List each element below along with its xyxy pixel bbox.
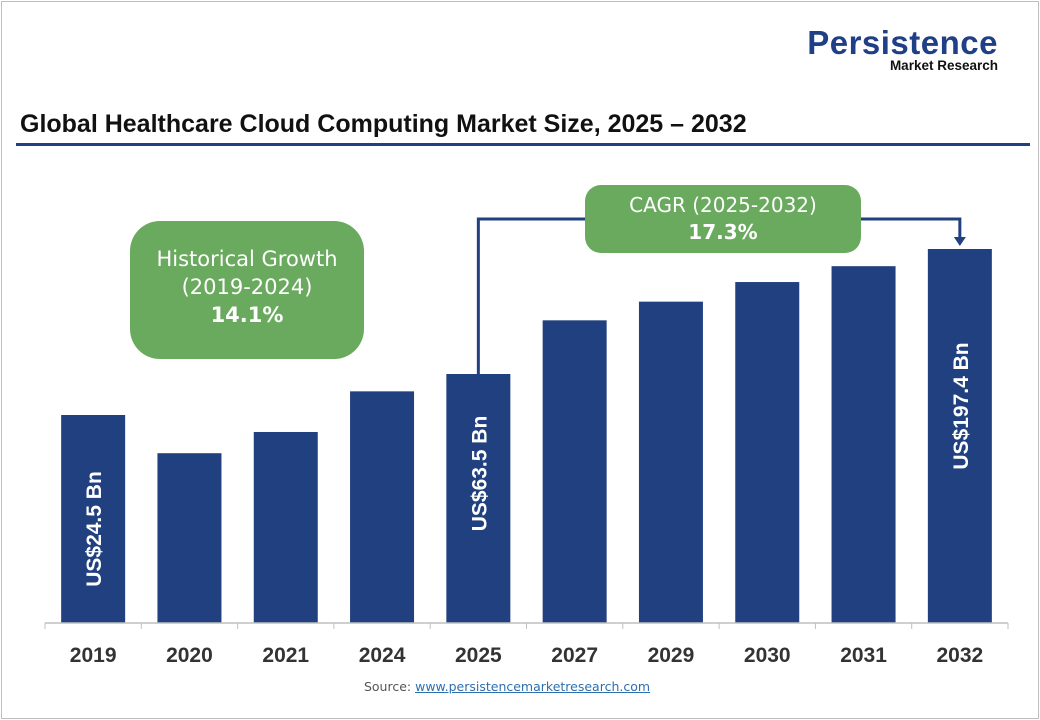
chart-title: Global Healthcare Cloud Computing Market…	[20, 110, 747, 138]
bar-2025	[446, 374, 511, 623]
x-tick-label: 2025	[455, 644, 502, 667]
logo-line2: Market Research	[889, 58, 998, 73]
bar-2020	[157, 453, 222, 623]
bar-2019	[61, 415, 126, 623]
bar-2030	[735, 282, 800, 623]
cagr-label: CAGR (2025-2032)	[629, 193, 817, 217]
historical-growth-callout: Historical Growth (2019-2024) 14.1%	[130, 221, 364, 359]
bar-2032	[927, 249, 992, 623]
x-tick-label: 2031	[840, 644, 887, 667]
cagr-value: 17.3%	[688, 220, 758, 244]
logo-line1: Persistence	[807, 24, 998, 61]
bar-2031	[831, 266, 896, 623]
title-divider	[16, 143, 1030, 146]
x-tick-label: 2019	[70, 644, 117, 667]
x-tick-label: 2021	[262, 644, 309, 667]
historical-value: 14.1%	[210, 303, 284, 327]
historical-period: (2019-2024)	[181, 275, 313, 299]
bar-2024	[350, 391, 415, 623]
x-tick-label: 2030	[744, 644, 791, 667]
x-tick-label: 2027	[551, 644, 598, 667]
source-label: Source:	[363, 679, 412, 694]
cagr-callout: CAGR (2025-2032) 17.3%	[585, 185, 861, 253]
source-link[interactable]: www.persistencemarketresearch.com	[415, 679, 651, 694]
data-label-2032: US$197.4 Bn	[950, 342, 973, 469]
historical-label: Historical Growth	[156, 247, 338, 271]
x-tick-label: 2020	[166, 644, 213, 667]
data-label-2019: US$24.5 Bn	[83, 471, 106, 587]
arrow-down-icon	[953, 237, 966, 246]
data-label-2025: US$63.5 Bn	[468, 416, 491, 532]
x-tick-label: 2024	[359, 644, 406, 667]
logo: Persistence Market Research	[807, 24, 998, 73]
x-tick-label: 2032	[936, 644, 983, 667]
bar-2027	[542, 320, 607, 623]
x-tick-label: 2029	[648, 644, 695, 667]
bar-2021	[253, 431, 318, 623]
bar-2029	[638, 301, 703, 623]
source: Source: www.persistencemarketresearch.co…	[0, 679, 1014, 694]
